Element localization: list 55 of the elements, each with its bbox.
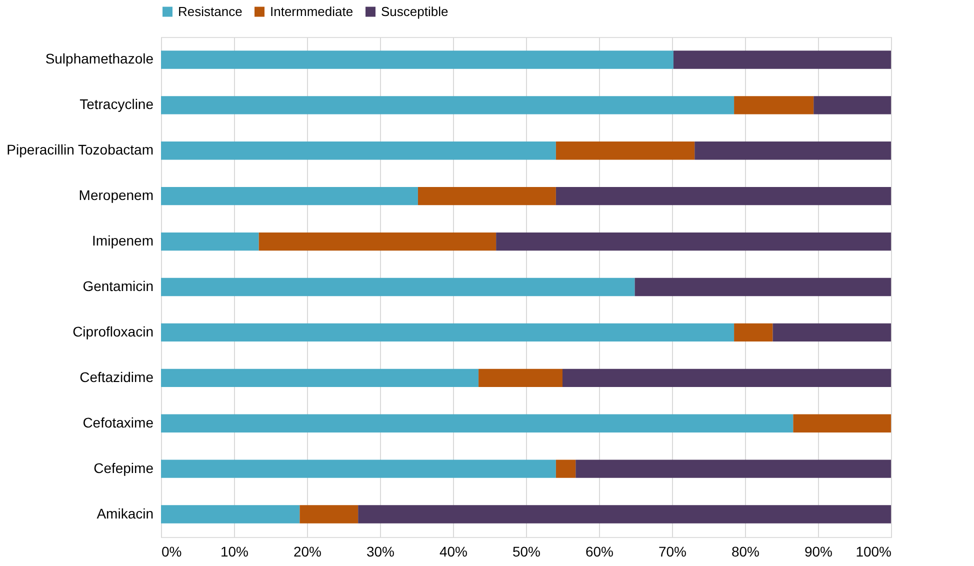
x-tick-label: 100%	[856, 544, 892, 560]
bar	[556, 187, 891, 206]
x-tick-label: 20%	[293, 544, 322, 560]
x-tick-label: 40%	[439, 544, 468, 560]
bar	[634, 278, 891, 296]
y-tick-label: Cefepime	[94, 460, 154, 476]
bar	[161, 323, 734, 342]
x-tick-label: 70%	[658, 544, 687, 560]
bar	[161, 96, 734, 114]
bar	[358, 505, 891, 524]
bar	[496, 232, 891, 251]
legend-label: Intermmediate	[270, 4, 354, 19]
bar	[161, 142, 556, 160]
bar	[562, 368, 891, 387]
bar	[556, 460, 576, 478]
bar	[161, 187, 418, 206]
bar	[418, 187, 556, 206]
bar	[576, 460, 891, 478]
x-tick-label: 50%	[512, 544, 541, 560]
legend-label: Resistance	[178, 4, 242, 19]
y-tick-label: Meropenem	[78, 187, 154, 204]
bar	[734, 96, 814, 114]
y-tick-label: Tetracycline	[80, 96, 154, 112]
x-tick-label: 30%	[366, 544, 395, 560]
x-tick-label: 90%	[804, 544, 833, 560]
bar	[161, 414, 794, 432]
bar	[161, 368, 479, 387]
y-tick-label: Imipenem	[92, 232, 154, 249]
bar	[556, 142, 695, 160]
bar	[793, 414, 891, 432]
bar	[161, 278, 635, 296]
x-tick-label: 80%	[731, 544, 760, 560]
bar	[258, 232, 496, 251]
y-tick-label: Cefotaxime	[82, 414, 154, 430]
bar	[161, 460, 556, 478]
x-tick-label: 60%	[585, 544, 614, 560]
bar	[161, 232, 259, 251]
bar	[478, 368, 562, 387]
y-tick-label: Piperacillin Tozobactam	[6, 142, 154, 158]
y-tick-label: Sulphamethazole	[45, 50, 154, 67]
bar	[300, 505, 358, 524]
bar	[734, 323, 773, 342]
bar	[673, 50, 891, 69]
x-tick-label: 0%	[162, 544, 182, 560]
bar	[161, 505, 300, 524]
y-tick-label: Ciprofloxacin	[72, 323, 154, 340]
y-tick-label: Gentamicin	[82, 278, 154, 294]
x-tick-label: 10%	[220, 544, 249, 560]
legend-label: Susceptible	[381, 4, 448, 19]
bar	[772, 323, 891, 342]
y-tick-label: Amikacin	[96, 505, 154, 522]
bar	[161, 50, 674, 69]
bar	[694, 142, 891, 160]
bar	[814, 96, 891, 114]
y-tick-label: Ceftazidime	[80, 368, 154, 385]
